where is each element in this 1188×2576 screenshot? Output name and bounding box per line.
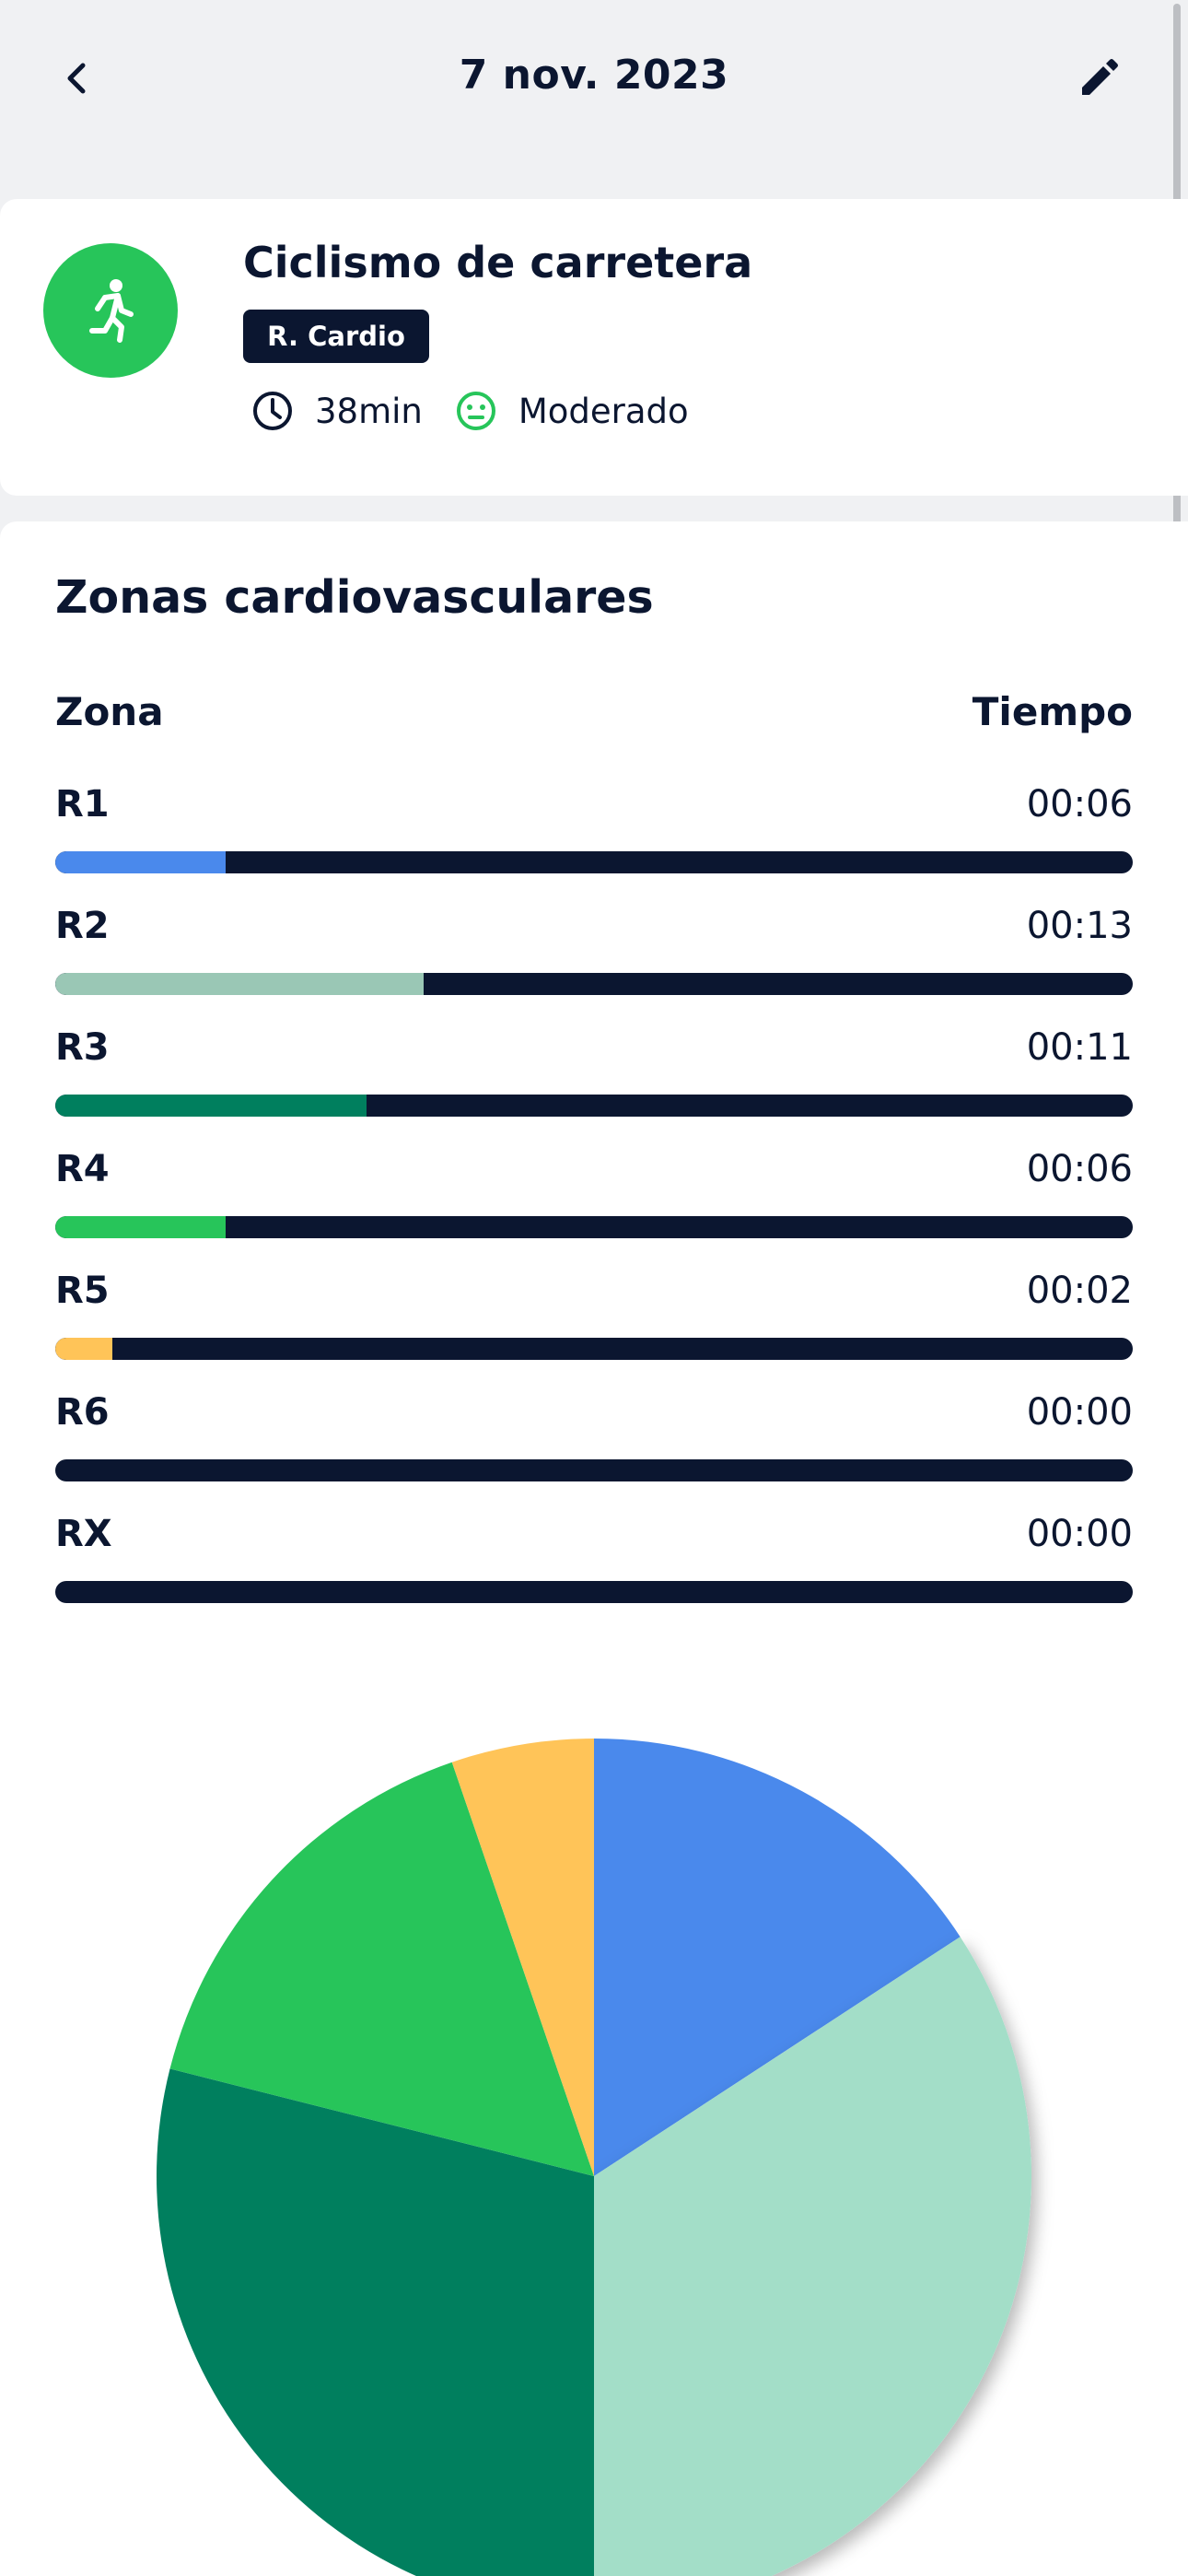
zone-row-r2: R2 00:13	[55, 905, 1133, 1026]
activity-name: Ciclismo de carretera	[243, 238, 753, 287]
zone-progress-fill	[55, 1338, 112, 1360]
zone-progress-bar	[55, 1216, 1133, 1238]
pie-slice-r5	[451, 1739, 594, 2176]
back-button[interactable]	[53, 55, 99, 101]
clock-icon	[250, 389, 295, 433]
zone-progress-fill	[55, 973, 425, 995]
zone-progress-bar	[55, 1338, 1133, 1360]
duration-text: 38min	[315, 391, 423, 431]
runner-icon	[89, 279, 134, 343]
zone-row-r5: R5 00:02	[55, 1270, 1133, 1391]
zone-list: R1 00:06 R2 00:13 R3 00:11 R4 00:06 R5 0…	[55, 783, 1133, 1634]
zone-progress-bar	[55, 1459, 1133, 1481]
neutral-face-icon	[454, 389, 498, 433]
pie-slice-r1	[594, 1739, 961, 2176]
chevron-left-icon	[67, 63, 86, 94]
zone-column-header: Zona	[55, 688, 164, 734]
zone-progress-bar	[55, 973, 1133, 995]
zone-time: 00:06	[1026, 783, 1133, 825]
zone-progress-bar	[55, 851, 1133, 873]
top-bar: 7 nov. 2023	[0, 0, 1188, 157]
zone-label: R5	[55, 1270, 110, 1312]
pie-slice-r3	[157, 2068, 594, 2576]
zone-progress-fill	[55, 851, 226, 873]
page-title: 7 nov. 2023	[459, 52, 729, 99]
pie-slice-r2	[594, 1937, 1031, 2576]
zone-progress-fill	[55, 1095, 367, 1117]
zone-label: R3	[55, 1026, 110, 1069]
zone-row-r3: R3 00:11	[55, 1026, 1133, 1148]
zone-row-rx: RX 00:00	[55, 1513, 1133, 1634]
zone-progress-bar	[55, 1095, 1133, 1117]
zone-time: 00:02	[1026, 1270, 1133, 1312]
zone-progress-bar	[55, 1581, 1133, 1603]
activity-tag: R. Cardio	[243, 310, 429, 363]
zone-label: R1	[55, 783, 110, 825]
activity-avatar	[43, 243, 178, 378]
zones-title: Zonas cardiovasculares	[55, 571, 654, 624]
zone-row-r4: R4 00:06	[55, 1148, 1133, 1270]
activity-card[interactable]: Ciclismo de carretera R. Cardio 38min Mo…	[0, 199, 1188, 496]
zone-progress-fill	[55, 1216, 226, 1238]
zone-label: R4	[55, 1148, 110, 1190]
zones-header: Zona Tiempo	[55, 685, 1133, 737]
intensity-text: Moderado	[518, 391, 689, 431]
zone-row-r1: R1 00:06	[55, 783, 1133, 905]
zone-label: R2	[55, 905, 110, 947]
zones-card: Zonas cardiovasculares Zona Tiempo R1 00…	[0, 521, 1188, 2576]
pencil-icon	[1082, 59, 1118, 95]
activity-meta: 38min Moderado	[250, 387, 689, 435]
zone-time: 00:13	[1026, 905, 1133, 947]
zone-time: 00:00	[1026, 1513, 1133, 1555]
pie-slice-r4	[169, 1762, 595, 2176]
edit-button[interactable]	[1074, 53, 1124, 103]
zone-row-r6: R6 00:00	[55, 1391, 1133, 1513]
zone-time: 00:00	[1026, 1391, 1133, 1434]
zone-time: 00:11	[1026, 1026, 1133, 1069]
time-column-header: Tiempo	[972, 688, 1133, 734]
zone-time: 00:06	[1026, 1148, 1133, 1190]
pie-chart-svg	[157, 1739, 1031, 2576]
zone-label: R6	[55, 1391, 110, 1434]
zone-label: RX	[55, 1513, 112, 1555]
zones-pie-chart	[0, 1738, 1188, 2576]
